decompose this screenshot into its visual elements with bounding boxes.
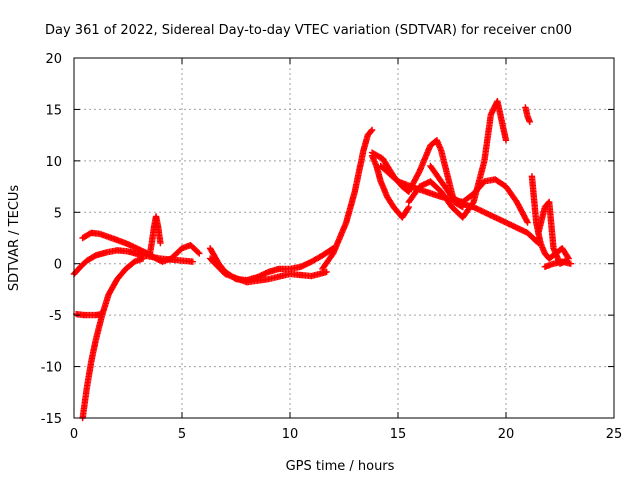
series-track-n: [522, 104, 533, 125]
data-point: [526, 118, 533, 125]
y-tick-label: -10: [41, 361, 62, 376]
data-point: [567, 260, 574, 267]
data-point: [502, 137, 510, 144]
y-tick-label: 15: [45, 103, 62, 118]
series-track-g: [206, 255, 330, 286]
axis-ticks: [73, 57, 615, 419]
plot-frame: [73, 57, 615, 419]
series-track-q: [541, 258, 574, 270]
data-point: [189, 258, 196, 265]
y-axis-tick-labels: -15 -10 -5 0 5 10 15 20: [41, 52, 62, 427]
series-track-e: [146, 213, 164, 259]
data-point: [404, 205, 412, 212]
data-point: [564, 254, 571, 261]
series-track-i: [368, 152, 412, 221]
data-point: [368, 127, 375, 135]
y-tick-label: 5: [54, 206, 62, 221]
y-tick-label: -15: [41, 412, 62, 427]
data-point: [368, 126, 376, 134]
chart-title: Day 361 of 2022, Sidereal Day-to-day VTE…: [45, 23, 572, 38]
y-tick-label: 0: [54, 258, 62, 273]
x-tick-label: 20: [498, 427, 515, 442]
data-point: [323, 268, 330, 276]
series-track-m: [427, 162, 542, 247]
y-axis-label: SDTVAR / TECUs: [7, 185, 22, 292]
y-tick-label: 20: [45, 52, 62, 67]
x-tick-label: 0: [70, 427, 78, 442]
series-track-h: [319, 126, 376, 273]
x-tick-label: 5: [178, 427, 186, 442]
series-track-d: [79, 255, 147, 422]
data-point: [157, 239, 164, 247]
data-point: [524, 219, 531, 226]
x-tick-label: 25: [606, 427, 623, 442]
data-point: [196, 250, 203, 257]
data-point: [195, 249, 202, 256]
y-tick-label: -5: [49, 309, 62, 324]
x-tick-label: 15: [390, 427, 407, 442]
x-tick-label: 10: [282, 427, 299, 442]
x-axis-tick-labels: 0 5 10 15 20 25: [70, 427, 622, 442]
x-axis-label: GPS time / hours: [286, 459, 395, 474]
data-marks: [70, 98, 574, 422]
y-tick-label: 10: [45, 155, 62, 170]
data-point: [139, 255, 147, 262]
